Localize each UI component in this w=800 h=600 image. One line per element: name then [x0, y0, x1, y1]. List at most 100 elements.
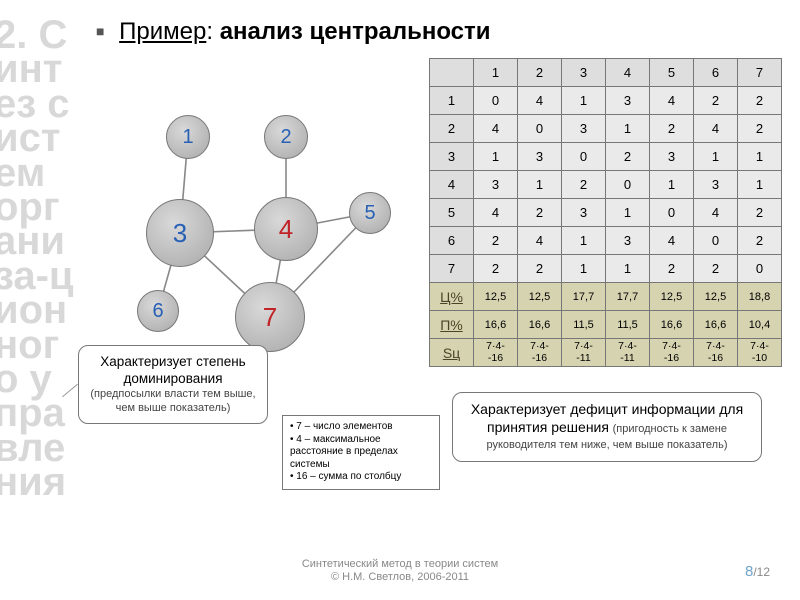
cell-2-1: 4 [474, 115, 518, 143]
cell-7-3: 1 [562, 255, 606, 283]
footer-credit: Синтетический метод в теории систем © Н.… [0, 558, 800, 584]
cell-3-4: 2 [606, 143, 650, 171]
metric-1-col-4: 11,5 [606, 311, 650, 339]
col-header-6: 6 [694, 59, 738, 87]
metric-2-col-3: 7·4- -11 [562, 339, 606, 367]
legend-item-3: • 16 – сумма по столбцу [290, 471, 432, 484]
page-total: /12 [753, 565, 770, 579]
node-1: 1 [166, 115, 210, 159]
row-header-5: 5 [430, 199, 474, 227]
cell-5-4: 1 [606, 199, 650, 227]
cell-4-3: 2 [562, 171, 606, 199]
cell-4-1: 3 [474, 171, 518, 199]
cell-6-1: 2 [474, 227, 518, 255]
cell-2-7: 2 [738, 115, 782, 143]
row-header-4: 4 [430, 171, 474, 199]
matrix-corner [430, 59, 474, 87]
cell-6-5: 4 [650, 227, 694, 255]
metric-2-col-4: 7·4- -11 [606, 339, 650, 367]
legend-box: • 7 – число элементов • 4 – максимальное… [282, 415, 440, 490]
cell-5-3: 3 [562, 199, 606, 227]
metric-1-col-7: 10,4 [738, 311, 782, 339]
metric-1-col-5: 16,6 [650, 311, 694, 339]
cell-5-6: 4 [694, 199, 738, 227]
callout-domination-main: Характеризует степень доминирования [89, 354, 257, 388]
cell-1-3: 1 [562, 87, 606, 115]
cell-6-4: 3 [606, 227, 650, 255]
node-3: 3 [146, 199, 214, 267]
metric-1-col-6: 16,6 [694, 311, 738, 339]
metric-2-col-2: 7·4- -16 [518, 339, 562, 367]
footer-line2: © Н.М. Светлов, 2006-2011 [0, 571, 800, 584]
cell-2-6: 4 [694, 115, 738, 143]
node-6: 6 [137, 290, 179, 332]
cell-1-6: 2 [694, 87, 738, 115]
col-header-1: 1 [474, 59, 518, 87]
cell-6-3: 1 [562, 227, 606, 255]
col-header-5: 5 [650, 59, 694, 87]
row-header-2: 2 [430, 115, 474, 143]
cell-6-2: 4 [518, 227, 562, 255]
slide-title: ■ Пример: анализ центральности [96, 18, 491, 46]
cell-3-1: 1 [474, 143, 518, 171]
metric-2-col-5: 7·4- -16 [650, 339, 694, 367]
title-suffix: анализ центральности [220, 18, 491, 45]
metric-0-col-7: 18,8 [738, 283, 782, 311]
cell-3-2: 3 [518, 143, 562, 171]
distance-matrix-table: 1234567104134222403124231302311431201315… [429, 58, 782, 367]
cell-3-3: 0 [562, 143, 606, 171]
cell-2-5: 2 [650, 115, 694, 143]
cell-1-5: 4 [650, 87, 694, 115]
cell-7-5: 2 [650, 255, 694, 283]
page-number: 8/12 [745, 563, 770, 580]
section-watermark: 2. Синтез систем организа-ционного управ… [0, 18, 74, 499]
node-7: 7 [235, 282, 305, 352]
metric-2-col-1: 7·4- -16 [474, 339, 518, 367]
metric-1-col-1: 16,6 [474, 311, 518, 339]
node-2: 2 [264, 115, 308, 159]
callout-deficit: Характеризует дефицит информации для при… [452, 392, 762, 462]
title-bullet: ■ [96, 23, 104, 39]
metric-1-col-3: 11,5 [562, 311, 606, 339]
legend-item-1: • 7 – число элементов [290, 421, 432, 434]
cell-4-4: 0 [606, 171, 650, 199]
cell-4-7: 1 [738, 171, 782, 199]
cell-3-5: 3 [650, 143, 694, 171]
cell-7-2: 2 [518, 255, 562, 283]
cell-7-6: 2 [694, 255, 738, 283]
cell-7-1: 2 [474, 255, 518, 283]
row-header-1: 1 [430, 87, 474, 115]
cell-6-6: 0 [694, 227, 738, 255]
cell-2-4: 1 [606, 115, 650, 143]
metric-0-col-1: 12,5 [474, 283, 518, 311]
cell-7-7: 0 [738, 255, 782, 283]
cell-4-5: 1 [650, 171, 694, 199]
callout-domination-sub: (предпосылки власти тем выше, чем выше п… [89, 388, 257, 416]
metric-label-2: Sц [430, 339, 474, 367]
node-4: 4 [254, 197, 318, 261]
metric-0-col-4: 17,7 [606, 283, 650, 311]
graph-edges [70, 65, 390, 345]
metric-label-1: П% [430, 311, 474, 339]
cell-2-2: 0 [518, 115, 562, 143]
metric-2-col-7: 7·4- -10 [738, 339, 782, 367]
cell-7-4: 1 [606, 255, 650, 283]
metric-0-col-6: 12,5 [694, 283, 738, 311]
cell-3-7: 1 [738, 143, 782, 171]
title-prefix: Пример [119, 18, 206, 45]
metric-1-col-2: 16,6 [518, 311, 562, 339]
col-header-2: 2 [518, 59, 562, 87]
cell-2-3: 3 [562, 115, 606, 143]
metric-0-col-3: 17,7 [562, 283, 606, 311]
cell-5-5: 0 [650, 199, 694, 227]
cell-5-7: 2 [738, 199, 782, 227]
cell-4-6: 3 [694, 171, 738, 199]
callout-domination: Характеризует степень доминирования (пре… [78, 345, 268, 424]
cell-3-6: 1 [694, 143, 738, 171]
cell-5-2: 2 [518, 199, 562, 227]
cell-1-2: 4 [518, 87, 562, 115]
row-header-7: 7 [430, 255, 474, 283]
col-header-4: 4 [606, 59, 650, 87]
footer-line1: Синтетический метод в теории систем [0, 558, 800, 571]
node-5: 5 [349, 192, 391, 234]
